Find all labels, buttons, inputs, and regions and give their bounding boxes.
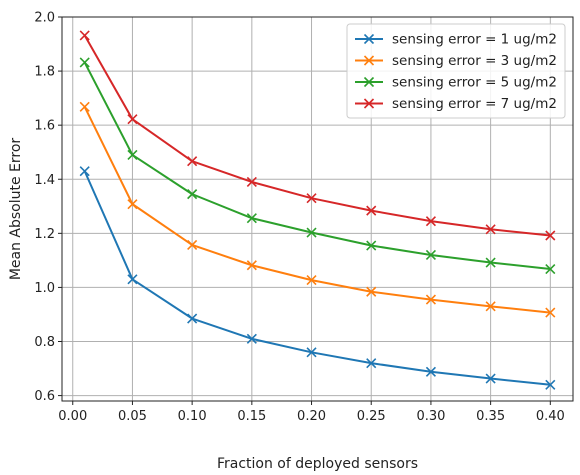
legend-marker — [363, 98, 375, 109]
data-point-marker — [306, 193, 317, 204]
data-point-marker — [127, 274, 138, 285]
x-tick-label: 0.15 — [237, 409, 266, 424]
x-axis-title: Fraction of deployed sensors — [217, 456, 418, 472]
data-point-marker — [485, 373, 496, 384]
y-tick-label: 0.8 — [34, 335, 55, 350]
data-point-marker — [79, 166, 90, 177]
x-tick-label: 0.20 — [297, 409, 326, 424]
data-point-marker — [366, 358, 377, 369]
y-tick-label: 1.6 — [34, 119, 55, 134]
y-tick-label: 0.6 — [34, 389, 55, 404]
y-axis-title: Mean Absolute Error — [8, 138, 24, 281]
legend-marker — [363, 33, 375, 45]
series-3 — [79, 57, 556, 275]
data-point-marker — [79, 30, 90, 41]
data-point-marker — [127, 114, 138, 125]
y-tick-label: 1.8 — [34, 65, 55, 80]
legend-label: sensing error = 3 ug/m2 — [392, 53, 557, 69]
legend-item: sensing error = 3 ug/m2 — [355, 53, 557, 69]
plot-frame — [61, 16, 574, 402]
x-tick-label: 0.40 — [536, 409, 565, 424]
legend-label: sensing error = 5 ug/m2 — [392, 75, 557, 91]
data-point-marker — [187, 156, 198, 167]
legend-label: sensing error = 1 ug/m2 — [392, 32, 557, 48]
legend-item: sensing error = 1 ug/m2 — [355, 32, 557, 48]
series-1 — [79, 166, 556, 390]
data-point-marker — [425, 294, 436, 305]
data-point-marker — [425, 249, 436, 261]
data-point-marker — [306, 275, 317, 286]
x-tick-label: 0.35 — [476, 409, 505, 424]
data-point-marker — [187, 239, 198, 251]
data-point-marker — [425, 366, 436, 377]
data-point-marker — [246, 333, 257, 344]
data-point-marker — [485, 301, 496, 312]
series-layer — [79, 30, 556, 390]
y-tick-label: 2.0 — [34, 11, 55, 26]
data-point-marker — [79, 101, 90, 112]
data-point-marker — [545, 379, 556, 390]
x-tick-label: 0.30 — [416, 409, 445, 424]
y-axis-ticks: 0.6 0.8 1.0 1.2 1.4 1.6 1.8 2.0 — [34, 11, 62, 404]
x-axis-ticks: 0.00 0.05 0.10 0.15 0.20 0.25 0.30 0.35 0.40 — [58, 401, 565, 424]
data-point-marker — [425, 216, 436, 227]
data-point-marker — [366, 286, 377, 297]
legend-box — [346, 23, 566, 119]
data-point-marker — [246, 176, 257, 188]
data-point-marker — [127, 199, 138, 210]
legend-item: sensing error = 5 ug/m2 — [355, 75, 557, 91]
data-point-marker — [366, 240, 377, 251]
legend-label: sensing error = 7 ug/m2 — [392, 96, 557, 112]
legend-item: sensing error = 7 ug/m2 — [355, 96, 557, 112]
legend-marker — [363, 55, 375, 66]
data-point-marker — [246, 213, 257, 224]
x-tick-label: 0.25 — [357, 409, 386, 424]
x-tick-label: 0.00 — [58, 409, 87, 424]
data-point-marker — [187, 189, 198, 200]
data-point-marker — [485, 257, 496, 268]
data-point-marker — [306, 347, 317, 358]
data-point-marker — [545, 230, 556, 241]
x-tick-label: 0.10 — [178, 409, 207, 424]
data-point-marker — [545, 307, 556, 318]
data-point-marker — [127, 149, 138, 160]
series-line — [83, 106, 551, 314]
y-tick-label: 1.2 — [34, 227, 55, 242]
data-point-marker — [306, 227, 317, 238]
data-point-marker — [79, 57, 90, 68]
data-point-marker — [485, 224, 496, 235]
data-point-marker — [246, 260, 257, 271]
legend-marker — [363, 76, 375, 88]
legend: sensing error = 1 ug/m2 sensing error = 3… — [346, 23, 566, 119]
data-point-marker — [545, 263, 556, 275]
series-2 — [79, 101, 556, 318]
y-tick-label: 1.0 — [34, 281, 55, 296]
data-point-marker — [187, 313, 198, 324]
y-tick-label: 1.4 — [34, 173, 55, 188]
series-line — [83, 170, 551, 386]
data-point-marker — [366, 205, 377, 216]
series-4 — [79, 30, 556, 241]
x-tick-label: 0.05 — [118, 409, 147, 424]
